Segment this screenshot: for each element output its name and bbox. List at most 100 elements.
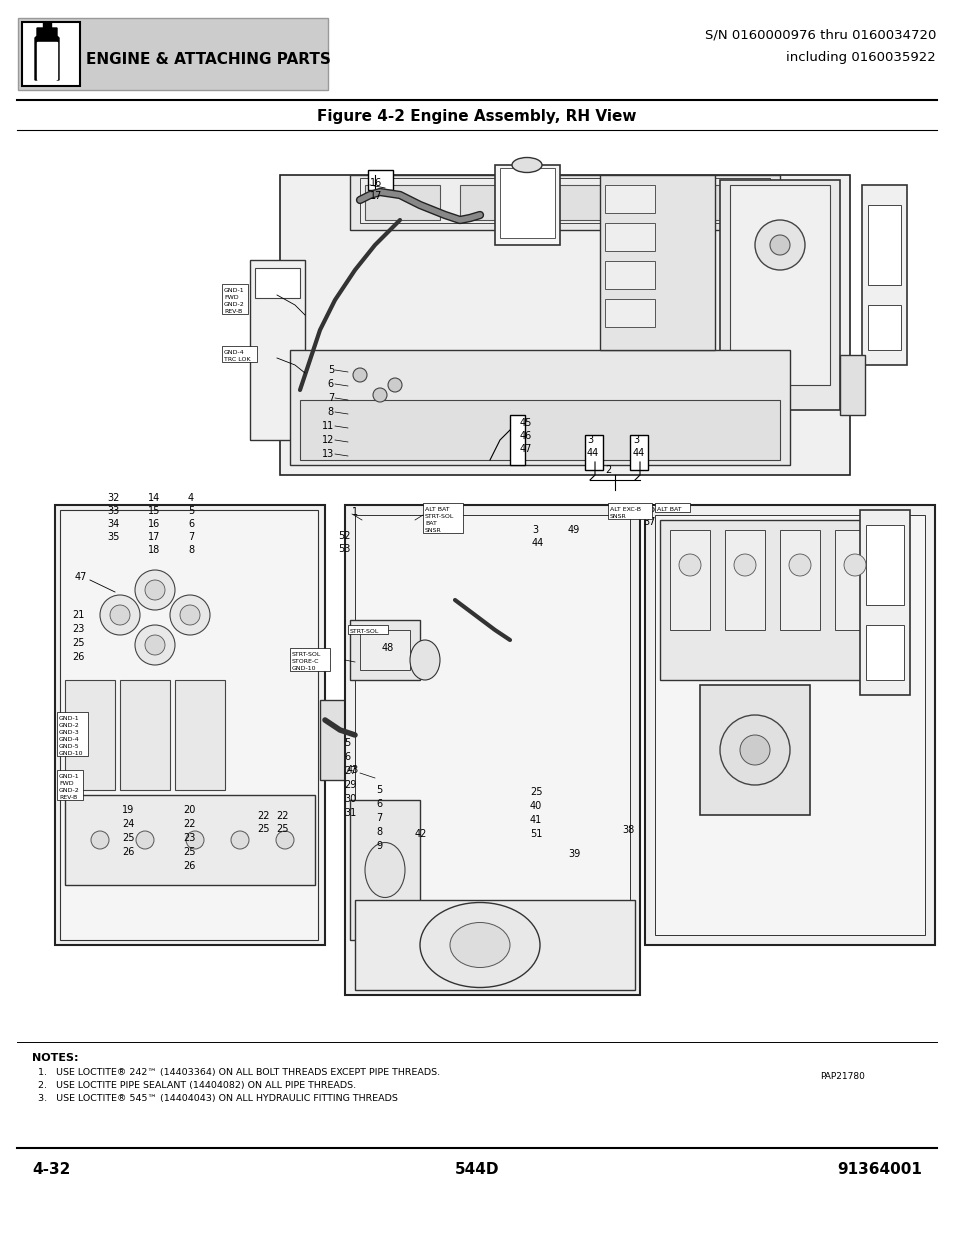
Text: 27: 27 <box>344 766 356 776</box>
Text: STRT-SOL: STRT-SOL <box>350 629 379 634</box>
Bar <box>499 168 555 238</box>
Text: GND-5: GND-5 <box>59 743 79 748</box>
Text: 8: 8 <box>328 408 334 417</box>
Bar <box>350 175 780 230</box>
Text: 46: 46 <box>519 431 532 441</box>
Text: 25: 25 <box>275 824 288 834</box>
Text: 53: 53 <box>337 543 350 555</box>
Bar <box>359 178 769 224</box>
Text: BAT: BAT <box>424 521 436 526</box>
Text: GND-4: GND-4 <box>224 350 245 354</box>
Ellipse shape <box>145 580 165 600</box>
Text: STRT-SOL: STRT-SOL <box>292 652 321 657</box>
Bar <box>604 185 655 212</box>
Text: GND-10: GND-10 <box>292 666 316 671</box>
Text: 45: 45 <box>519 417 532 429</box>
Text: 23: 23 <box>183 832 195 844</box>
Bar <box>254 268 299 298</box>
Text: 16: 16 <box>370 178 382 188</box>
Text: 2: 2 <box>604 466 611 475</box>
Text: 13: 13 <box>321 450 334 459</box>
Bar <box>867 305 900 350</box>
Ellipse shape <box>135 571 174 610</box>
Text: 12: 12 <box>321 435 334 445</box>
Bar <box>859 510 909 695</box>
Bar <box>368 170 393 190</box>
Text: GND-1: GND-1 <box>224 288 244 293</box>
Bar <box>834 530 874 630</box>
Bar <box>865 525 903 605</box>
Ellipse shape <box>231 831 249 848</box>
Ellipse shape <box>512 158 541 173</box>
Text: 42: 42 <box>415 829 427 839</box>
Text: 22: 22 <box>183 819 195 829</box>
Text: 91364001: 91364001 <box>836 1162 921 1177</box>
Text: 33: 33 <box>107 506 119 516</box>
Polygon shape <box>37 42 57 79</box>
Text: 5: 5 <box>188 506 194 516</box>
Text: 47: 47 <box>519 445 532 454</box>
Bar <box>120 680 170 790</box>
Text: including 0160035922: including 0160035922 <box>785 52 935 64</box>
Bar <box>222 284 248 314</box>
Text: 7: 7 <box>375 813 382 823</box>
Bar <box>355 900 635 990</box>
Ellipse shape <box>100 595 140 635</box>
Text: REV-B: REV-B <box>59 795 77 800</box>
Text: 29: 29 <box>344 781 356 790</box>
Bar <box>669 530 709 630</box>
Ellipse shape <box>410 640 439 680</box>
Text: 44: 44 <box>633 448 644 458</box>
Bar <box>862 185 906 366</box>
Text: STORE-C: STORE-C <box>292 659 319 664</box>
Bar <box>867 205 900 285</box>
Bar <box>174 680 225 790</box>
Text: 3: 3 <box>633 435 639 445</box>
Text: S/N 0160000976 thru 0160034720: S/N 0160000976 thru 0160034720 <box>704 28 935 42</box>
Text: 30: 30 <box>344 794 355 804</box>
Text: 39: 39 <box>567 848 579 860</box>
Bar <box>299 400 780 459</box>
Ellipse shape <box>145 635 165 655</box>
Text: 43: 43 <box>347 764 359 776</box>
Ellipse shape <box>733 555 755 576</box>
Text: GND-2: GND-2 <box>224 303 245 308</box>
Bar <box>250 261 305 440</box>
Text: ALT BAT: ALT BAT <box>657 508 680 513</box>
Text: 2.   USE LOCTITE PIPE SEALANT (14404082) ON ALL PIPE THREADS.: 2. USE LOCTITE PIPE SEALANT (14404082) O… <box>38 1081 355 1091</box>
Text: 17: 17 <box>370 191 382 201</box>
Text: 26: 26 <box>71 652 84 662</box>
Text: 34: 34 <box>107 519 119 529</box>
Bar <box>350 620 419 680</box>
Text: 20: 20 <box>183 805 195 815</box>
Text: 6: 6 <box>375 799 382 809</box>
Bar <box>604 224 655 251</box>
Bar <box>18 140 935 1000</box>
Bar <box>290 350 789 466</box>
Text: 25: 25 <box>257 824 270 834</box>
Bar <box>604 299 655 327</box>
Text: 4: 4 <box>188 493 193 503</box>
Text: 3: 3 <box>532 525 537 535</box>
Text: 19: 19 <box>122 805 134 815</box>
Text: 1: 1 <box>352 508 357 517</box>
Text: 35: 35 <box>107 532 119 542</box>
Bar <box>599 175 714 350</box>
Text: 47: 47 <box>75 572 88 582</box>
Bar <box>780 530 820 630</box>
Bar <box>280 175 849 475</box>
Ellipse shape <box>180 605 200 625</box>
Bar <box>607 503 652 519</box>
Text: 16: 16 <box>148 519 160 529</box>
Text: 15: 15 <box>148 506 160 516</box>
Text: GND-1: GND-1 <box>59 774 79 779</box>
Ellipse shape <box>170 595 210 635</box>
Text: TRC LOK: TRC LOK <box>224 357 251 362</box>
Text: 52: 52 <box>337 531 350 541</box>
Text: FWD: FWD <box>59 781 73 785</box>
Ellipse shape <box>740 735 769 764</box>
Bar <box>319 700 355 781</box>
Bar <box>720 180 840 410</box>
Bar <box>65 680 115 790</box>
Bar <box>724 530 764 630</box>
